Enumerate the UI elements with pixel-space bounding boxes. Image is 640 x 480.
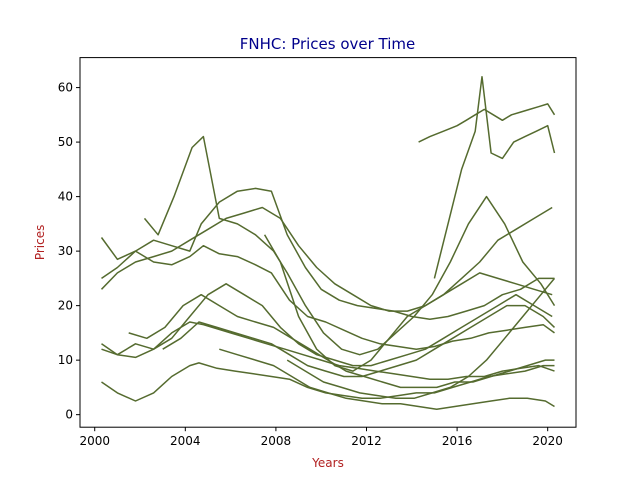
price-series-line-10 <box>263 234 553 372</box>
y-tick-label: 30 <box>58 244 73 258</box>
price-series-line-14 <box>162 304 556 378</box>
price-series-line-1 <box>100 237 555 350</box>
y-tick-label: 60 <box>58 81 73 95</box>
price-series-line-5 <box>101 283 553 367</box>
plot-lines <box>100 75 556 410</box>
price-series-line-12 <box>433 75 556 279</box>
x-tick-label: 2016 <box>442 434 473 448</box>
x-tick-label: 2020 <box>532 434 563 448</box>
x-axis-ticks: 2000 2004 2008 2012 2016 2020 <box>79 427 563 448</box>
y-tick-label: 50 <box>58 135 73 149</box>
y-tick-label: 10 <box>58 353 73 367</box>
x-tick-label: 2000 <box>79 434 110 448</box>
y-tick-label: 0 <box>65 408 73 422</box>
price-series-line-7 <box>143 135 556 356</box>
y-axis-ticks: 0 10 20 30 40 50 60 <box>58 81 80 422</box>
price-series-line-13 <box>286 277 556 400</box>
price-series-line-6 <box>100 206 553 312</box>
y-axis-label: Prices <box>33 225 47 261</box>
chart-title: FNHC: Prices over Time <box>240 35 416 53</box>
x-axis-label: Years <box>311 456 344 470</box>
plot-area-frame <box>79 57 577 428</box>
y-tick-label: 40 <box>58 190 73 204</box>
price-series-line-8 <box>128 293 555 389</box>
price-series-line-3 <box>101 321 555 380</box>
price-series-line-4 <box>101 362 555 402</box>
x-tick-label: 2012 <box>351 434 382 448</box>
price-series-line-11 <box>418 103 556 143</box>
price-series-line-9 <box>219 348 555 410</box>
x-tick-label: 2004 <box>170 434 201 448</box>
y-tick-label: 20 <box>58 299 73 313</box>
x-tick-label: 2008 <box>261 434 292 448</box>
